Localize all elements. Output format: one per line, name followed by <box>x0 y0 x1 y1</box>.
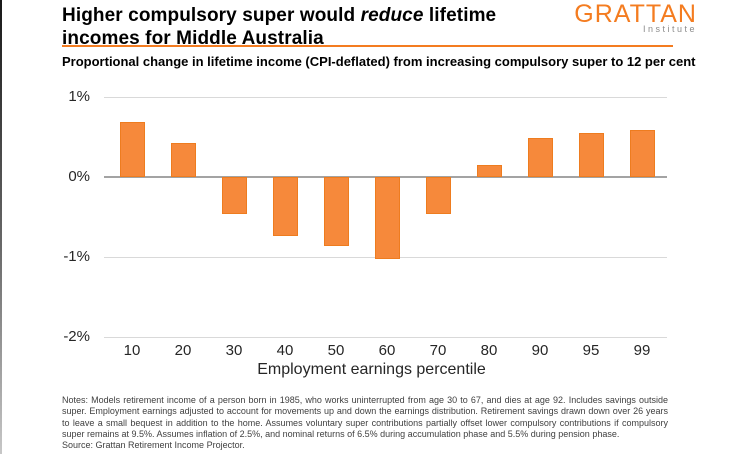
bar <box>476 165 502 177</box>
bar <box>527 137 553 177</box>
x-tick-label: 80 <box>480 342 498 359</box>
y-tick-label: -1% <box>63 248 90 265</box>
x-tick-label: 10 <box>123 342 141 359</box>
chart-subtitle: Proportional change in lifetime income (… <box>62 54 696 69</box>
x-tick-label: 40 <box>276 342 294 359</box>
x-tick-label: 50 <box>327 342 345 359</box>
title-text-post: lifetime incomes for Middle Australia <box>62 5 497 49</box>
x-tick-label: 30 <box>225 342 243 359</box>
left-edge-line <box>0 0 2 454</box>
y-tick-label: 1% <box>68 88 90 105</box>
bar <box>323 177 349 246</box>
x-axis-title: Employment earnings percentile <box>257 361 486 378</box>
bar <box>272 177 298 237</box>
x-tick-label: 70 <box>429 342 447 359</box>
grattan-logo-wordmark: GRATTAN <box>574 0 697 28</box>
bar-chart: 1% 0% -1% -2% 10 20 30 40 50 60 70 80 90 95 99 Employ… <box>0 88 754 387</box>
bar <box>629 129 655 177</box>
grattan-logo: GRATTAN Institute <box>574 0 697 35</box>
bar <box>425 177 451 214</box>
bar <box>119 121 145 177</box>
x-tick-label: 60 <box>378 342 396 359</box>
bar <box>374 177 400 259</box>
notes-text: Notes: Models retirement income of a per… <box>62 395 668 439</box>
grattan-logo-institute: Institute <box>642 24 697 34</box>
x-tick-label: 90 <box>531 342 549 359</box>
plot-area <box>104 97 667 338</box>
page-title: Higher compulsory super would reduce lif… <box>62 4 567 50</box>
chart-notes: Notes: Models retirement income of a per… <box>62 395 668 451</box>
x-tick-label: 95 <box>582 342 600 359</box>
title-text-pre: Higher compulsory super would <box>62 5 361 26</box>
bar <box>221 177 247 214</box>
gridline <box>104 97 667 98</box>
bar <box>170 142 196 177</box>
bar <box>578 133 604 177</box>
source-text: Source: Grattan Retirement Income Projec… <box>62 440 245 451</box>
title-rule <box>62 45 673 47</box>
x-tick-label: 20 <box>174 342 192 359</box>
y-tick-label: 0% <box>68 168 90 185</box>
y-tick-label: -2% <box>63 328 90 345</box>
x-tick-label: 99 <box>633 342 651 359</box>
title-text-italic: reduce <box>360 5 424 26</box>
gridline <box>104 337 667 338</box>
